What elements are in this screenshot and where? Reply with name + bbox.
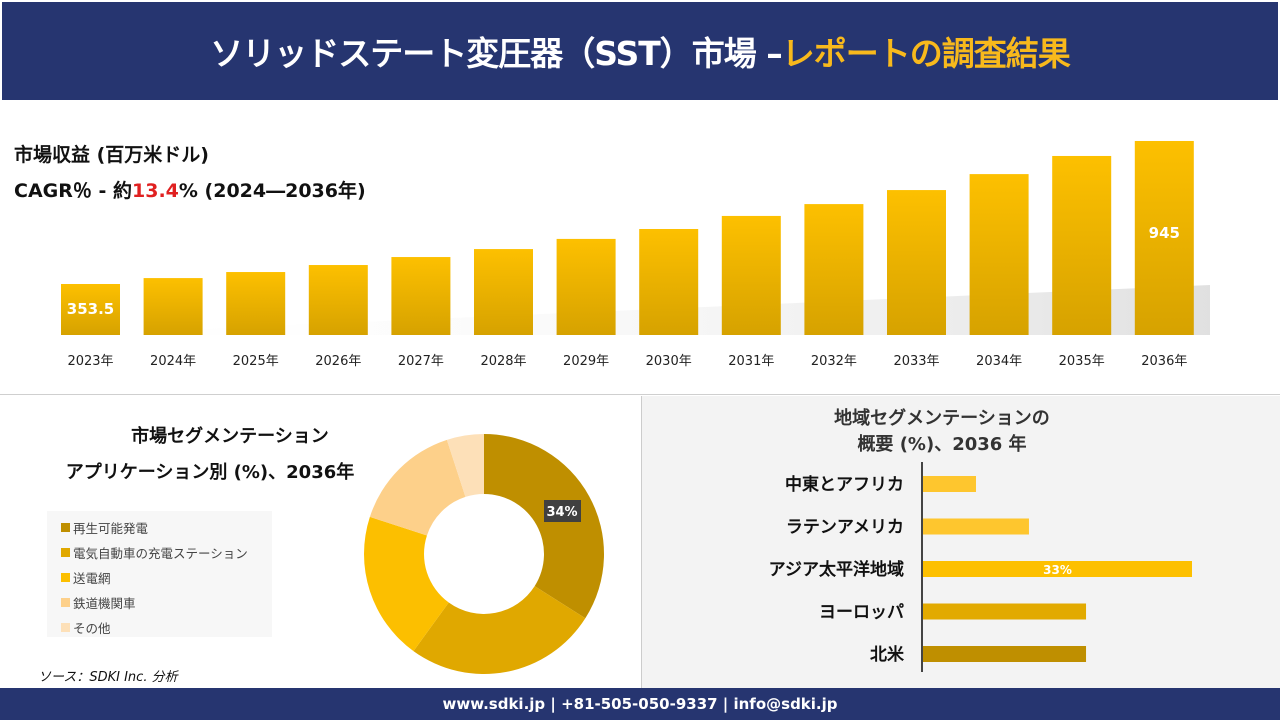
title-main: ソリッドステート変圧器（SST）市場 – bbox=[210, 34, 783, 73]
donut-slice-送電網 bbox=[364, 516, 449, 652]
legend-item: 電気自動車の充電ステーション bbox=[61, 540, 272, 565]
legend-label: その他 bbox=[73, 621, 111, 636]
bar-2031年 bbox=[721, 215, 781, 335]
source-note: ソース：SDKI Inc. 分析 bbox=[38, 670, 178, 685]
legend-label: 送電網 bbox=[73, 571, 111, 586]
bar-北米 bbox=[923, 646, 1087, 662]
bar-2024年 bbox=[143, 278, 203, 335]
header-banner: ソリッドステート変圧器（SST）市場 –レポートの調査結果 bbox=[2, 2, 1278, 100]
data-label: 353.5 bbox=[67, 300, 114, 318]
application-donut-chart: 34% bbox=[364, 434, 605, 674]
bar-2030年 bbox=[639, 228, 699, 335]
page-title: ソリッドステート変圧器（SST）市場 –レポートの調査結果 bbox=[210, 27, 1071, 75]
bar-中東とアフリカ bbox=[923, 476, 976, 492]
bar-2028年 bbox=[474, 249, 533, 335]
region-title-2: 概要 (%)、2036 年 bbox=[857, 434, 1027, 455]
legend-swatch bbox=[61, 573, 70, 582]
bar-data-label: 33% bbox=[1043, 563, 1072, 577]
category-label: 中東とアフリカ bbox=[785, 474, 904, 495]
chart-title: 市場収益 (百万米ドル) bbox=[14, 144, 209, 166]
bar-2033年 bbox=[887, 190, 946, 335]
legend-label: 電気自動車の充電ステーション bbox=[73, 546, 248, 561]
revenue-section: 2023年 353.5 2024年 2025年 2026年 2027年 2028年 2029年… bbox=[0, 100, 1280, 395]
legend-swatch bbox=[61, 523, 70, 532]
bar-2026年 bbox=[308, 265, 368, 335]
region-segment-panel: 地域セグメンテーションの 概要 (%)、2036 年 中東とアフリカ ラテンアメリ… bbox=[641, 396, 1280, 688]
legend-label: 鉄道機関車 bbox=[73, 596, 136, 611]
cagr-value: 13.4 bbox=[132, 180, 179, 202]
bar-2029年 bbox=[556, 238, 616, 335]
x-tick-label: 2023年 bbox=[67, 354, 113, 369]
cagr-prefix: CAGR％ - 約 bbox=[14, 180, 132, 202]
x-tick-label: 2028年 bbox=[480, 354, 526, 369]
bar-2032年 bbox=[804, 204, 864, 335]
data-label-bg bbox=[544, 500, 581, 522]
legend-swatch bbox=[61, 598, 70, 607]
bar-アジア太平洋地域 bbox=[923, 561, 1192, 577]
donut-slice-電気自動車の充電ステーション bbox=[413, 586, 586, 674]
cagr-suffix: % (2024―2036年) bbox=[178, 180, 366, 202]
bar-ヨーロッパ bbox=[923, 603, 1087, 620]
bar-2027年 bbox=[391, 257, 451, 335]
x-tick-label: 2031年 bbox=[728, 354, 774, 369]
footer-contact: www.sdki.jp | +81-505-050-9337 | info@sd… bbox=[0, 688, 1280, 720]
region-title-1: 地域セグメンテーションの bbox=[834, 408, 1050, 429]
x-tick-label: 2025年 bbox=[233, 354, 279, 369]
revenue-bar-chart: 2023年 353.5 2024年 2025年 2026年 2027年 2028年 2029年… bbox=[61, 140, 1210, 369]
donut-slice-鉄道機関車 bbox=[369, 439, 466, 536]
x-tick-label: 2033年 bbox=[893, 354, 939, 369]
category-label: ヨーロッパ bbox=[819, 603, 904, 623]
bar-2036年 bbox=[1134, 140, 1194, 335]
x-tick-label: 2027年 bbox=[398, 354, 444, 369]
data-label: 945 bbox=[1149, 224, 1180, 242]
bar-ラテンアメリカ bbox=[923, 518, 1029, 535]
x-tick-label: 2036年 bbox=[1141, 354, 1187, 369]
category-label: ラテンアメリカ bbox=[786, 518, 904, 538]
x-tick-label: 2026年 bbox=[315, 354, 361, 369]
legend: 再生可能発電電気自動車の充電ステーション 送電網鉄道機関車その他 bbox=[47, 511, 272, 637]
donut-data-label: 34% bbox=[546, 505, 577, 520]
cagr-text: CAGR％ - 約13.4% (2024―2036年) bbox=[14, 176, 366, 203]
legend-item: その他 bbox=[61, 615, 272, 640]
legend-label: 再生可能発電 bbox=[73, 521, 149, 536]
x-tick-label: 2029年 bbox=[563, 354, 609, 369]
bar-2025年 bbox=[226, 272, 286, 335]
bar-2035年 bbox=[1052, 155, 1112, 335]
x-tick-label: 2024年 bbox=[150, 354, 196, 369]
legend-swatch bbox=[61, 623, 70, 632]
donut-slice-再生可能発電 bbox=[484, 434, 605, 619]
legend-item: 鉄道機関車 bbox=[61, 590, 272, 615]
legend-item: 送電網 bbox=[61, 565, 272, 590]
x-tick-label: 2035年 bbox=[1059, 354, 1105, 369]
x-tick-label: 2030年 bbox=[646, 354, 692, 369]
category-label: 北米 bbox=[870, 644, 905, 665]
app-title-2: アプリケーション別 (%)、2036年 bbox=[65, 462, 355, 483]
title-accent: レポートの調査結果 bbox=[781, 34, 1071, 73]
donut-slice-その他 bbox=[446, 434, 484, 497]
category-label: アジア太平洋地域 bbox=[769, 559, 904, 580]
legend-item: 再生可能発電 bbox=[61, 515, 272, 540]
x-tick-label: 2032年 bbox=[811, 354, 857, 369]
application-segment-panel: 市場セグメンテーション アプリケーション別 (%)、2036年 34% 再生可能… bbox=[0, 396, 640, 688]
bar-2023年 bbox=[61, 284, 120, 335]
legend-swatch bbox=[61, 548, 70, 557]
app-title-1: 市場セグメンテーション bbox=[131, 426, 329, 447]
bar-2034年 bbox=[969, 174, 1029, 335]
x-tick-label: 2034年 bbox=[976, 354, 1022, 369]
